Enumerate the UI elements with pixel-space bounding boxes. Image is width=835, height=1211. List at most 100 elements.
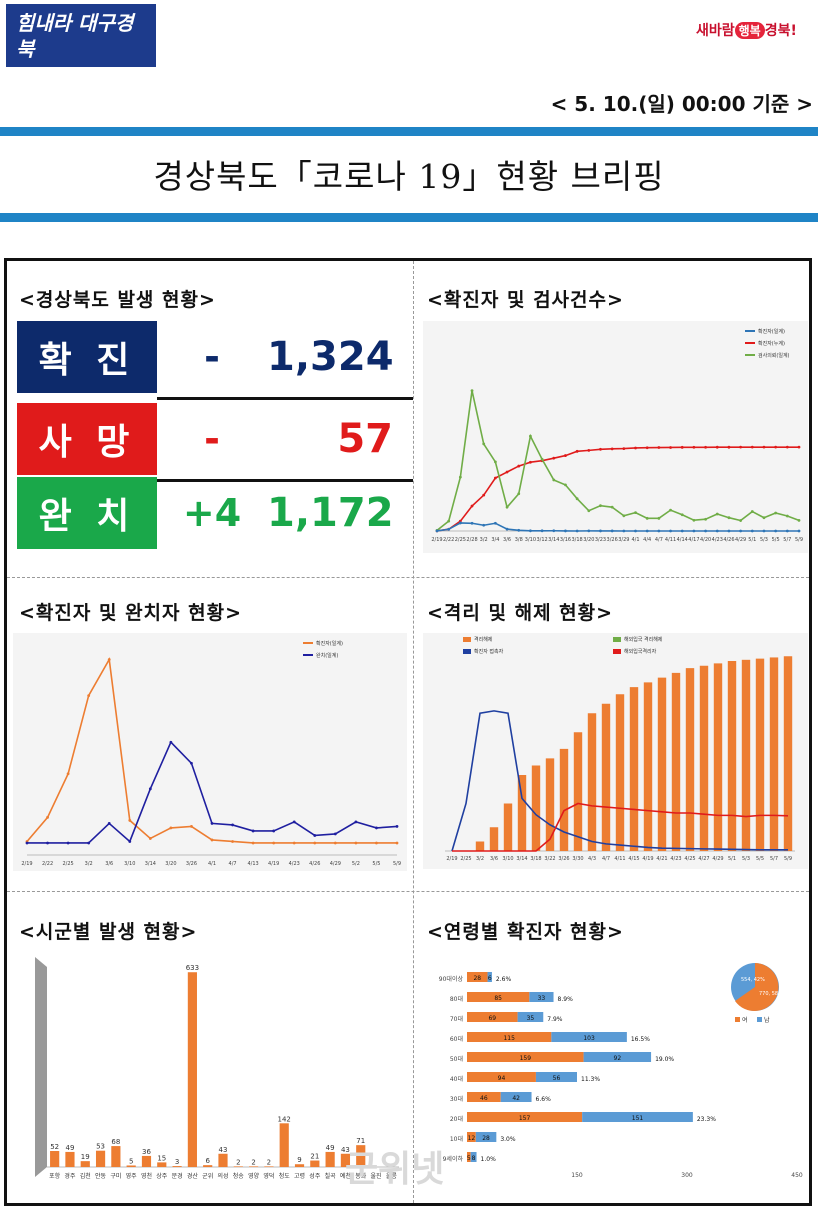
x-tick-label: 3/26: [607, 537, 618, 543]
percent-label: 11.3%: [581, 1076, 600, 1083]
data-point: [657, 446, 661, 449]
bar: [203, 1165, 213, 1167]
data-point: [657, 516, 661, 520]
bar-value-label: 151: [632, 1115, 644, 1122]
isolation-heading: <격리 및 해제 현황>: [427, 602, 614, 624]
data-point: [599, 447, 602, 451]
data-point: [435, 529, 439, 533]
bar: [325, 1151, 335, 1167]
x-tick-label: 3/16: [560, 537, 571, 543]
y-tick-label: 40대: [450, 1075, 463, 1083]
x-tick-label: 문경: [172, 1173, 183, 1180]
bar-value-label: 19: [81, 1153, 90, 1161]
x-tick-label: 5/9: [795, 537, 803, 543]
bar-value-label: 2: [251, 1158, 255, 1166]
bar-segment: [529, 992, 554, 1002]
data-point: [564, 529, 567, 533]
data-point: [645, 529, 649, 533]
legend-label: 남: [764, 1016, 770, 1024]
status-label: 완 치: [17, 477, 157, 549]
legend-swatch: [735, 1017, 740, 1022]
status-total: 1,324: [267, 334, 394, 380]
dashboard-frame: <경상북도 발생 현황> 확 진 - 1,324 사 망 - 57 완 치 +4 1,172 <…: [4, 258, 812, 1206]
percent-label: 6.6%: [536, 1096, 552, 1103]
legend-label: 격리해제: [474, 636, 493, 643]
percent-label: 7.9%: [547, 1016, 563, 1023]
data-point: [669, 508, 672, 512]
data-point: [575, 497, 579, 501]
y-tick-label: 9세이하: [443, 1155, 464, 1163]
bar-value-label: 5: [129, 1157, 133, 1165]
legend-swatch: [463, 637, 471, 642]
series-line: [436, 522, 799, 532]
data-point: [774, 529, 778, 533]
data-point: [680, 529, 684, 533]
x-tick-label: 3/22: [544, 856, 555, 862]
x-tick-label: 300: [681, 1172, 693, 1179]
bar-value-label: 35: [527, 1015, 535, 1022]
x-tick-label: 5/5: [372, 861, 380, 867]
bar-value-label: 8: [472, 1155, 476, 1162]
data-point: [645, 446, 649, 450]
series-line: [26, 657, 397, 844]
x-tick-label: 3/26: [186, 861, 197, 867]
bar-value-label: 33: [538, 995, 546, 1002]
legend-label: 확진자(일계): [758, 328, 785, 335]
data-point: [292, 820, 296, 824]
data-point: [692, 518, 696, 522]
bar-value-label: 94: [498, 1075, 506, 1082]
data-point: [517, 464, 521, 468]
data-point: [727, 516, 731, 520]
data-point: [375, 841, 378, 845]
bar: [601, 703, 611, 851]
x-tick-label: 3/10: [124, 861, 135, 867]
data-point: [587, 509, 591, 513]
x-tick-label: 4/27: [698, 856, 709, 862]
data-point: [458, 475, 462, 479]
bar: [264, 1166, 274, 1167]
x-tick-label: 5/9: [784, 856, 792, 862]
data-point: [599, 529, 602, 533]
x-tick-label: 4/26: [723, 537, 734, 543]
bar-value-label: 56: [553, 1075, 561, 1082]
data-point: [704, 529, 707, 533]
x-tick-label: 포항: [49, 1172, 61, 1180]
data-point: [482, 493, 486, 497]
bar-value-label: 43: [219, 1146, 228, 1154]
series-line: [436, 390, 800, 531]
tests-chart: 2/19 2/22 2/25 2/28 3/2 3/4 3/6 3/8 3/10 3/12 3/14…: [423, 321, 808, 553]
x-tick-label: 고령: [294, 1172, 305, 1180]
x-tick-label: 2/19: [446, 856, 457, 862]
bar-segment: [467, 1152, 471, 1162]
bar-value-label: 92: [614, 1055, 622, 1062]
data-point: [797, 518, 801, 522]
bar-value-label: 9: [297, 1156, 301, 1164]
y-tick-label: 50대: [450, 1055, 463, 1063]
bar-segment: [583, 1052, 652, 1062]
x-tick-label: 의성: [217, 1172, 228, 1180]
x-tick-label: 3/4: [491, 537, 499, 543]
bar: [643, 682, 653, 851]
bar-value-label: 28: [473, 975, 481, 982]
x-tick-label: 3/2: [476, 856, 484, 862]
recovered-heading: <확진자 및 완치자 현황>: [19, 602, 243, 624]
bar-value-label: 15: [157, 1154, 166, 1162]
bar-value-label: 43: [341, 1146, 350, 1154]
data-point: [552, 529, 556, 533]
bar-segment: [467, 1032, 552, 1042]
data-point: [529, 434, 532, 438]
region-chart: 52 포항 49 경주 19 김천 53 안동 68 구미 5 영주 36 영천 15 상주 3 문경 633 경산 6…: [13, 953, 407, 1191]
bar-value-label: 12: [468, 1135, 476, 1142]
y-tick-label: 10대: [450, 1135, 463, 1143]
status-heading: <경상북도 발생 현황>: [19, 289, 216, 311]
divider-bottom: [0, 213, 818, 222]
data-point: [25, 841, 29, 845]
data-point: [622, 447, 626, 451]
x-tick-label: 5/1: [728, 856, 736, 862]
data-point: [774, 511, 778, 515]
data-point: [634, 511, 637, 515]
x-tick-label: 5/3: [760, 537, 768, 543]
bar-value-label: 53: [96, 1143, 105, 1151]
bar-segment: [535, 1072, 577, 1082]
bar-segment: [467, 1132, 476, 1142]
